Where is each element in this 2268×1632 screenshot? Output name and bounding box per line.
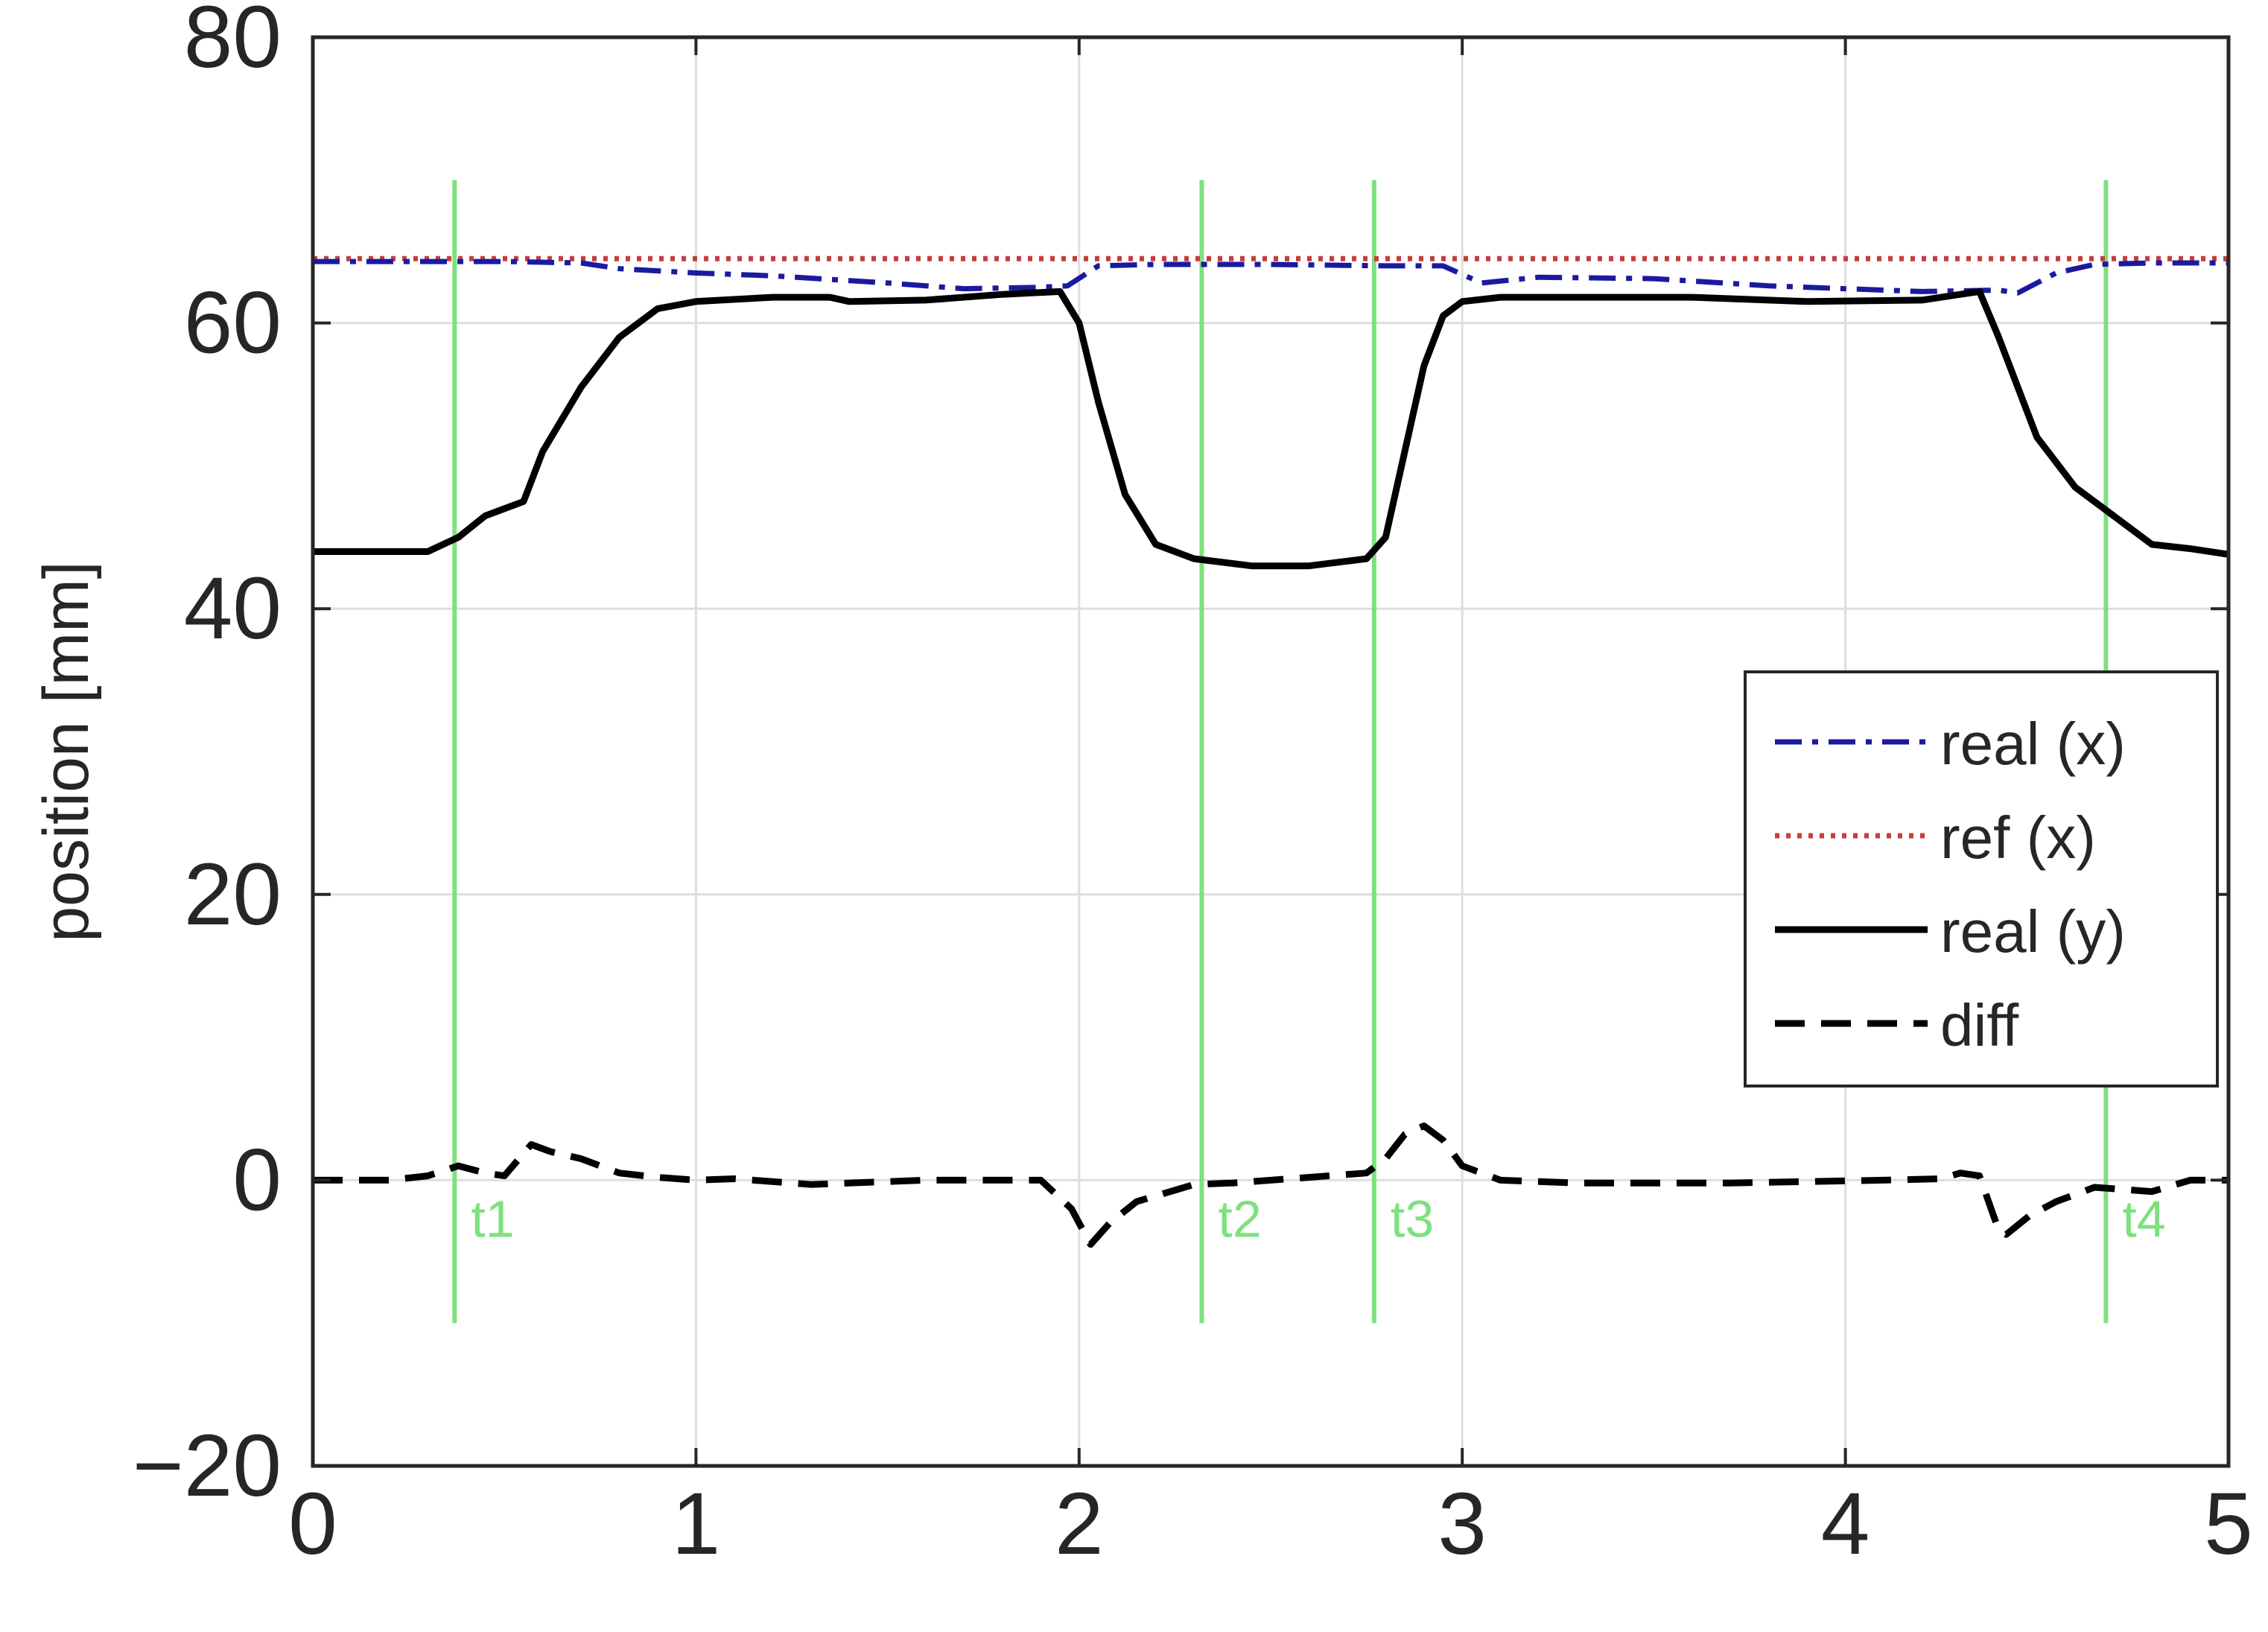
x-tick-label: 0 <box>288 1475 337 1573</box>
y-tick-label: 40 <box>184 559 282 658</box>
legend: real (x) ref (x) real (y) diff <box>1744 670 2219 1088</box>
series-lines <box>313 255 2229 1248</box>
x-tick-label: 3 <box>1438 1475 1487 1573</box>
legend-label: ref (x) <box>1940 804 2096 871</box>
y-tick-label: 0 <box>232 1131 282 1229</box>
plot-frame <box>311 35 2231 1468</box>
y-tick-label: 80 <box>184 0 282 86</box>
event-marker-label: t3 <box>1391 1190 1434 1248</box>
event-marker-label: t1 <box>471 1190 514 1248</box>
event-marker-label: t2 <box>1218 1190 1261 1248</box>
y-tick-label: 60 <box>184 274 282 372</box>
y-axis-label: position [mm] <box>31 561 102 942</box>
x-tick-label: 4 <box>1821 1475 1870 1573</box>
y-tick-label: −20 <box>133 1417 282 1515</box>
x-tick-label: 2 <box>1055 1475 1104 1573</box>
series-line-real-x <box>313 258 2229 296</box>
legend-label: real (y) <box>1940 898 2126 965</box>
x-tick-label: 1 <box>672 1475 721 1573</box>
y-tick-label: 20 <box>184 845 282 944</box>
series-line-real-y <box>313 288 2229 570</box>
legend-label: real (x) <box>1940 711 2126 777</box>
legend-box <box>1744 670 2219 1088</box>
event-markers: t1 t2 t3 t4 <box>452 180 2166 1324</box>
x-tick-label: 5 <box>2204 1475 2253 1573</box>
event-marker-label: t4 <box>2122 1190 2165 1248</box>
legend-label: diff <box>1940 992 2019 1058</box>
series-line-diff <box>313 1123 2229 1248</box>
